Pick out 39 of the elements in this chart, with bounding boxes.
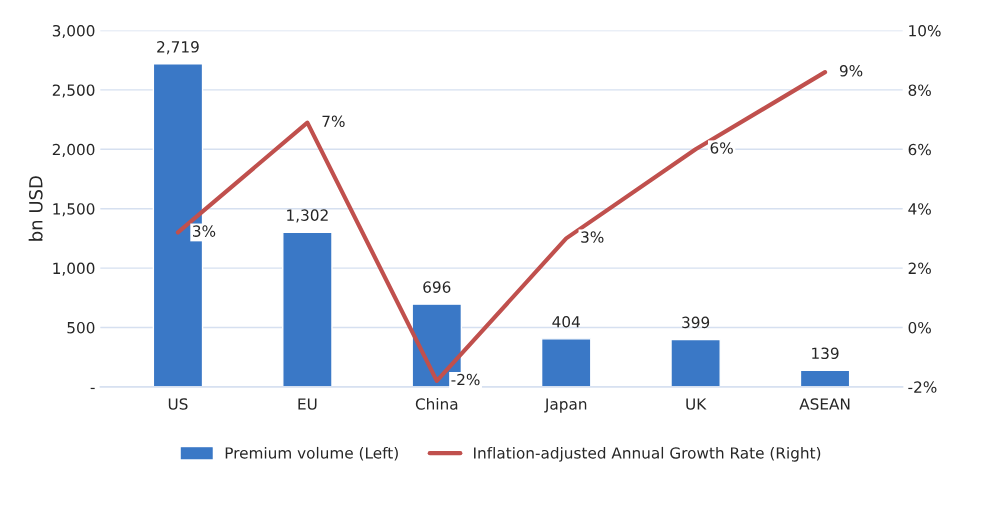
y-tick-label: 1,500 bbox=[53, 203, 95, 217]
y-tick-label: - bbox=[90, 387, 95, 390]
data-label: 2,719 bbox=[157, 41, 199, 55]
y2-tick-label: -2% bbox=[908, 381, 937, 393]
data-label: 9% bbox=[839, 64, 863, 77]
x-tick-label: EU bbox=[298, 398, 317, 410]
x-tick-label: US bbox=[168, 398, 188, 410]
legend-label: Inflation-adjusted Annual Growth Rate (Right) bbox=[474, 446, 821, 462]
data-label: -2% bbox=[451, 373, 480, 386]
y2-tick-label: 0% bbox=[908, 321, 931, 334]
y-tick-label: 2,000 bbox=[52, 143, 95, 157]
y2-tick-label: 8% bbox=[908, 84, 931, 96]
x-tick-label: UK bbox=[686, 398, 707, 410]
y-tick-label: 500 bbox=[67, 321, 95, 334]
bar bbox=[282, 231, 333, 387]
y-axis-title: bn USD bbox=[28, 176, 43, 241]
data-label: 399 bbox=[682, 316, 710, 329]
data-label: 3% bbox=[193, 225, 216, 237]
y2-tick-label: 6% bbox=[908, 143, 931, 156]
data-label: 7% bbox=[322, 115, 345, 128]
y-tick-label: 3,000 bbox=[52, 25, 95, 39]
y2-tick-label: 10% bbox=[909, 25, 941, 37]
x-tick-label: Japan bbox=[544, 398, 587, 413]
data-label: 404 bbox=[552, 316, 580, 328]
y-tick-label: 2,500 bbox=[52, 84, 95, 98]
y-tick-label: 1,000 bbox=[53, 262, 95, 276]
bar bbox=[540, 338, 592, 387]
legend-label: Premium volume (Left) bbox=[225, 446, 398, 461]
bar bbox=[670, 338, 721, 387]
bar bbox=[799, 369, 851, 387]
data-label: 1,302 bbox=[287, 209, 328, 223]
data-label: 3% bbox=[581, 231, 604, 243]
y2-tick-label: 2% bbox=[908, 262, 931, 275]
x-tick-label: China bbox=[415, 397, 458, 410]
x-tick-label: ASEAN bbox=[799, 398, 850, 410]
data-label: 696 bbox=[423, 281, 451, 293]
data-label: 139 bbox=[812, 347, 839, 360]
data-label: 6% bbox=[710, 142, 733, 154]
y2-tick-label: 4% bbox=[908, 203, 931, 215]
